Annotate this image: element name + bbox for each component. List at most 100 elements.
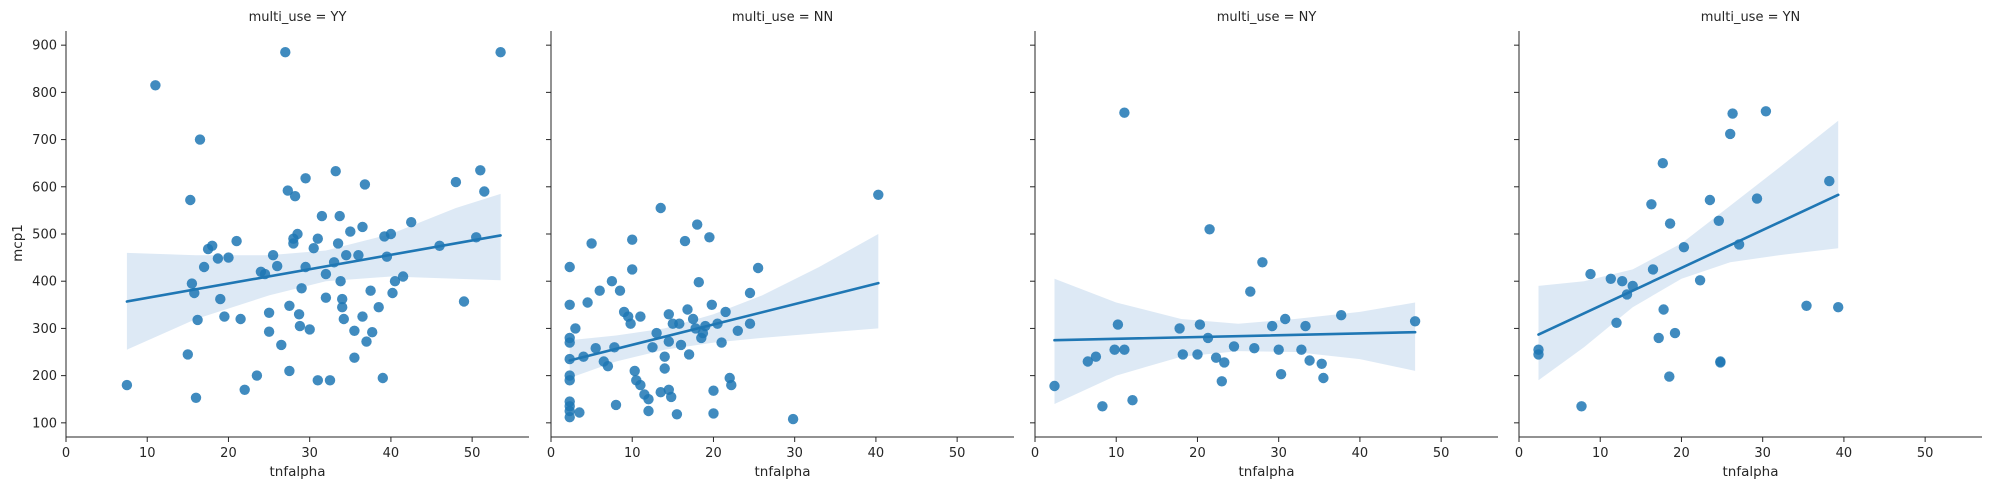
data-point	[682, 304, 693, 315]
data-point	[1174, 323, 1185, 334]
data-point	[207, 240, 218, 251]
data-point	[1249, 343, 1260, 354]
data-point	[610, 399, 622, 411]
data-point	[1119, 107, 1130, 118]
data-point	[284, 300, 295, 311]
data-point	[263, 326, 275, 337]
data-point	[1219, 357, 1230, 368]
data-point	[349, 352, 360, 363]
data-point	[1646, 199, 1657, 210]
data-point	[787, 413, 799, 425]
x-tick-label: 30	[786, 446, 803, 461]
confidence-band	[569, 234, 879, 378]
data-point	[651, 327, 662, 339]
data-point	[716, 337, 727, 348]
data-point	[744, 318, 756, 329]
data-point	[564, 261, 575, 273]
data-point	[272, 260, 283, 272]
data-point	[479, 186, 490, 197]
data-point	[458, 296, 470, 307]
confidence-band	[1538, 120, 1839, 381]
x-tick-label: 10	[624, 446, 641, 461]
data-point	[1304, 355, 1315, 366]
data-point	[282, 185, 293, 196]
x-axis-label: tnfalpha	[754, 464, 810, 480]
data-point	[655, 387, 666, 398]
x-axis-label: tnfalpha	[1238, 464, 1294, 480]
data-point	[564, 337, 575, 348]
data-point	[251, 370, 263, 381]
data-point	[564, 353, 575, 365]
data-point	[1210, 352, 1222, 363]
data-point	[1245, 286, 1256, 297]
data-point	[324, 375, 336, 386]
data-point	[495, 47, 506, 58]
y-axis-label: mcp1	[10, 224, 26, 262]
data-point	[1049, 380, 1060, 392]
data-point	[655, 202, 666, 214]
confidence-band	[126, 193, 501, 350]
data-point	[121, 379, 133, 391]
data-point	[288, 238, 299, 249]
data-point	[1082, 356, 1094, 367]
data-point	[659, 351, 670, 362]
data-point	[1127, 395, 1138, 406]
x-tick-label: 30	[1754, 446, 1771, 461]
data-point	[397, 271, 409, 282]
data-point	[582, 297, 593, 308]
data-point	[1192, 349, 1203, 360]
data-point	[635, 379, 646, 391]
data-point	[671, 409, 683, 420]
data-point	[337, 293, 348, 305]
data-point	[345, 226, 356, 237]
data-point	[732, 325, 743, 336]
regression-line	[568, 281, 880, 362]
data-point	[693, 277, 704, 288]
x-tick-label: 10	[1108, 446, 1125, 461]
data-point	[365, 285, 376, 296]
data-point	[239, 384, 250, 395]
data-point	[1617, 276, 1628, 287]
data-point	[614, 285, 626, 296]
data-point	[212, 253, 224, 264]
data-point	[675, 339, 687, 351]
data-point	[666, 391, 677, 403]
data-point	[1204, 224, 1215, 235]
data-point	[361, 336, 372, 347]
data-point	[1713, 215, 1725, 226]
data-point	[349, 325, 360, 336]
data-point	[574, 407, 585, 418]
data-point	[263, 307, 275, 318]
data-point	[385, 228, 397, 240]
data-point	[338, 313, 349, 325]
data-point	[1109, 344, 1120, 355]
data-point	[330, 166, 341, 177]
data-point	[1833, 302, 1844, 313]
data-point	[586, 238, 597, 249]
data-point	[1296, 344, 1307, 355]
x-tick-label: 10	[139, 446, 156, 461]
data-point	[1664, 371, 1675, 382]
data-point	[1664, 218, 1676, 229]
data-point	[1336, 310, 1347, 321]
y-tick-label: 100	[32, 416, 57, 431]
data-point	[337, 302, 348, 313]
data-point	[602, 361, 614, 372]
x-tick-label: 0	[1031, 446, 1039, 461]
data-point	[215, 293, 226, 305]
data-point	[726, 379, 737, 391]
data-point	[150, 80, 161, 91]
x-axis-label: tnfalpha	[1722, 464, 1778, 480]
data-point	[1704, 194, 1716, 206]
data-point	[1751, 193, 1763, 204]
data-point	[357, 311, 368, 322]
data-point	[1409, 316, 1421, 327]
data-point	[1119, 344, 1130, 355]
data-point	[1267, 320, 1278, 332]
data-point	[873, 189, 884, 200]
data-point	[594, 285, 605, 296]
data-point	[294, 320, 306, 332]
y-tick-label: 700	[32, 133, 57, 148]
data-point	[1533, 349, 1544, 360]
regression-line	[125, 234, 502, 303]
